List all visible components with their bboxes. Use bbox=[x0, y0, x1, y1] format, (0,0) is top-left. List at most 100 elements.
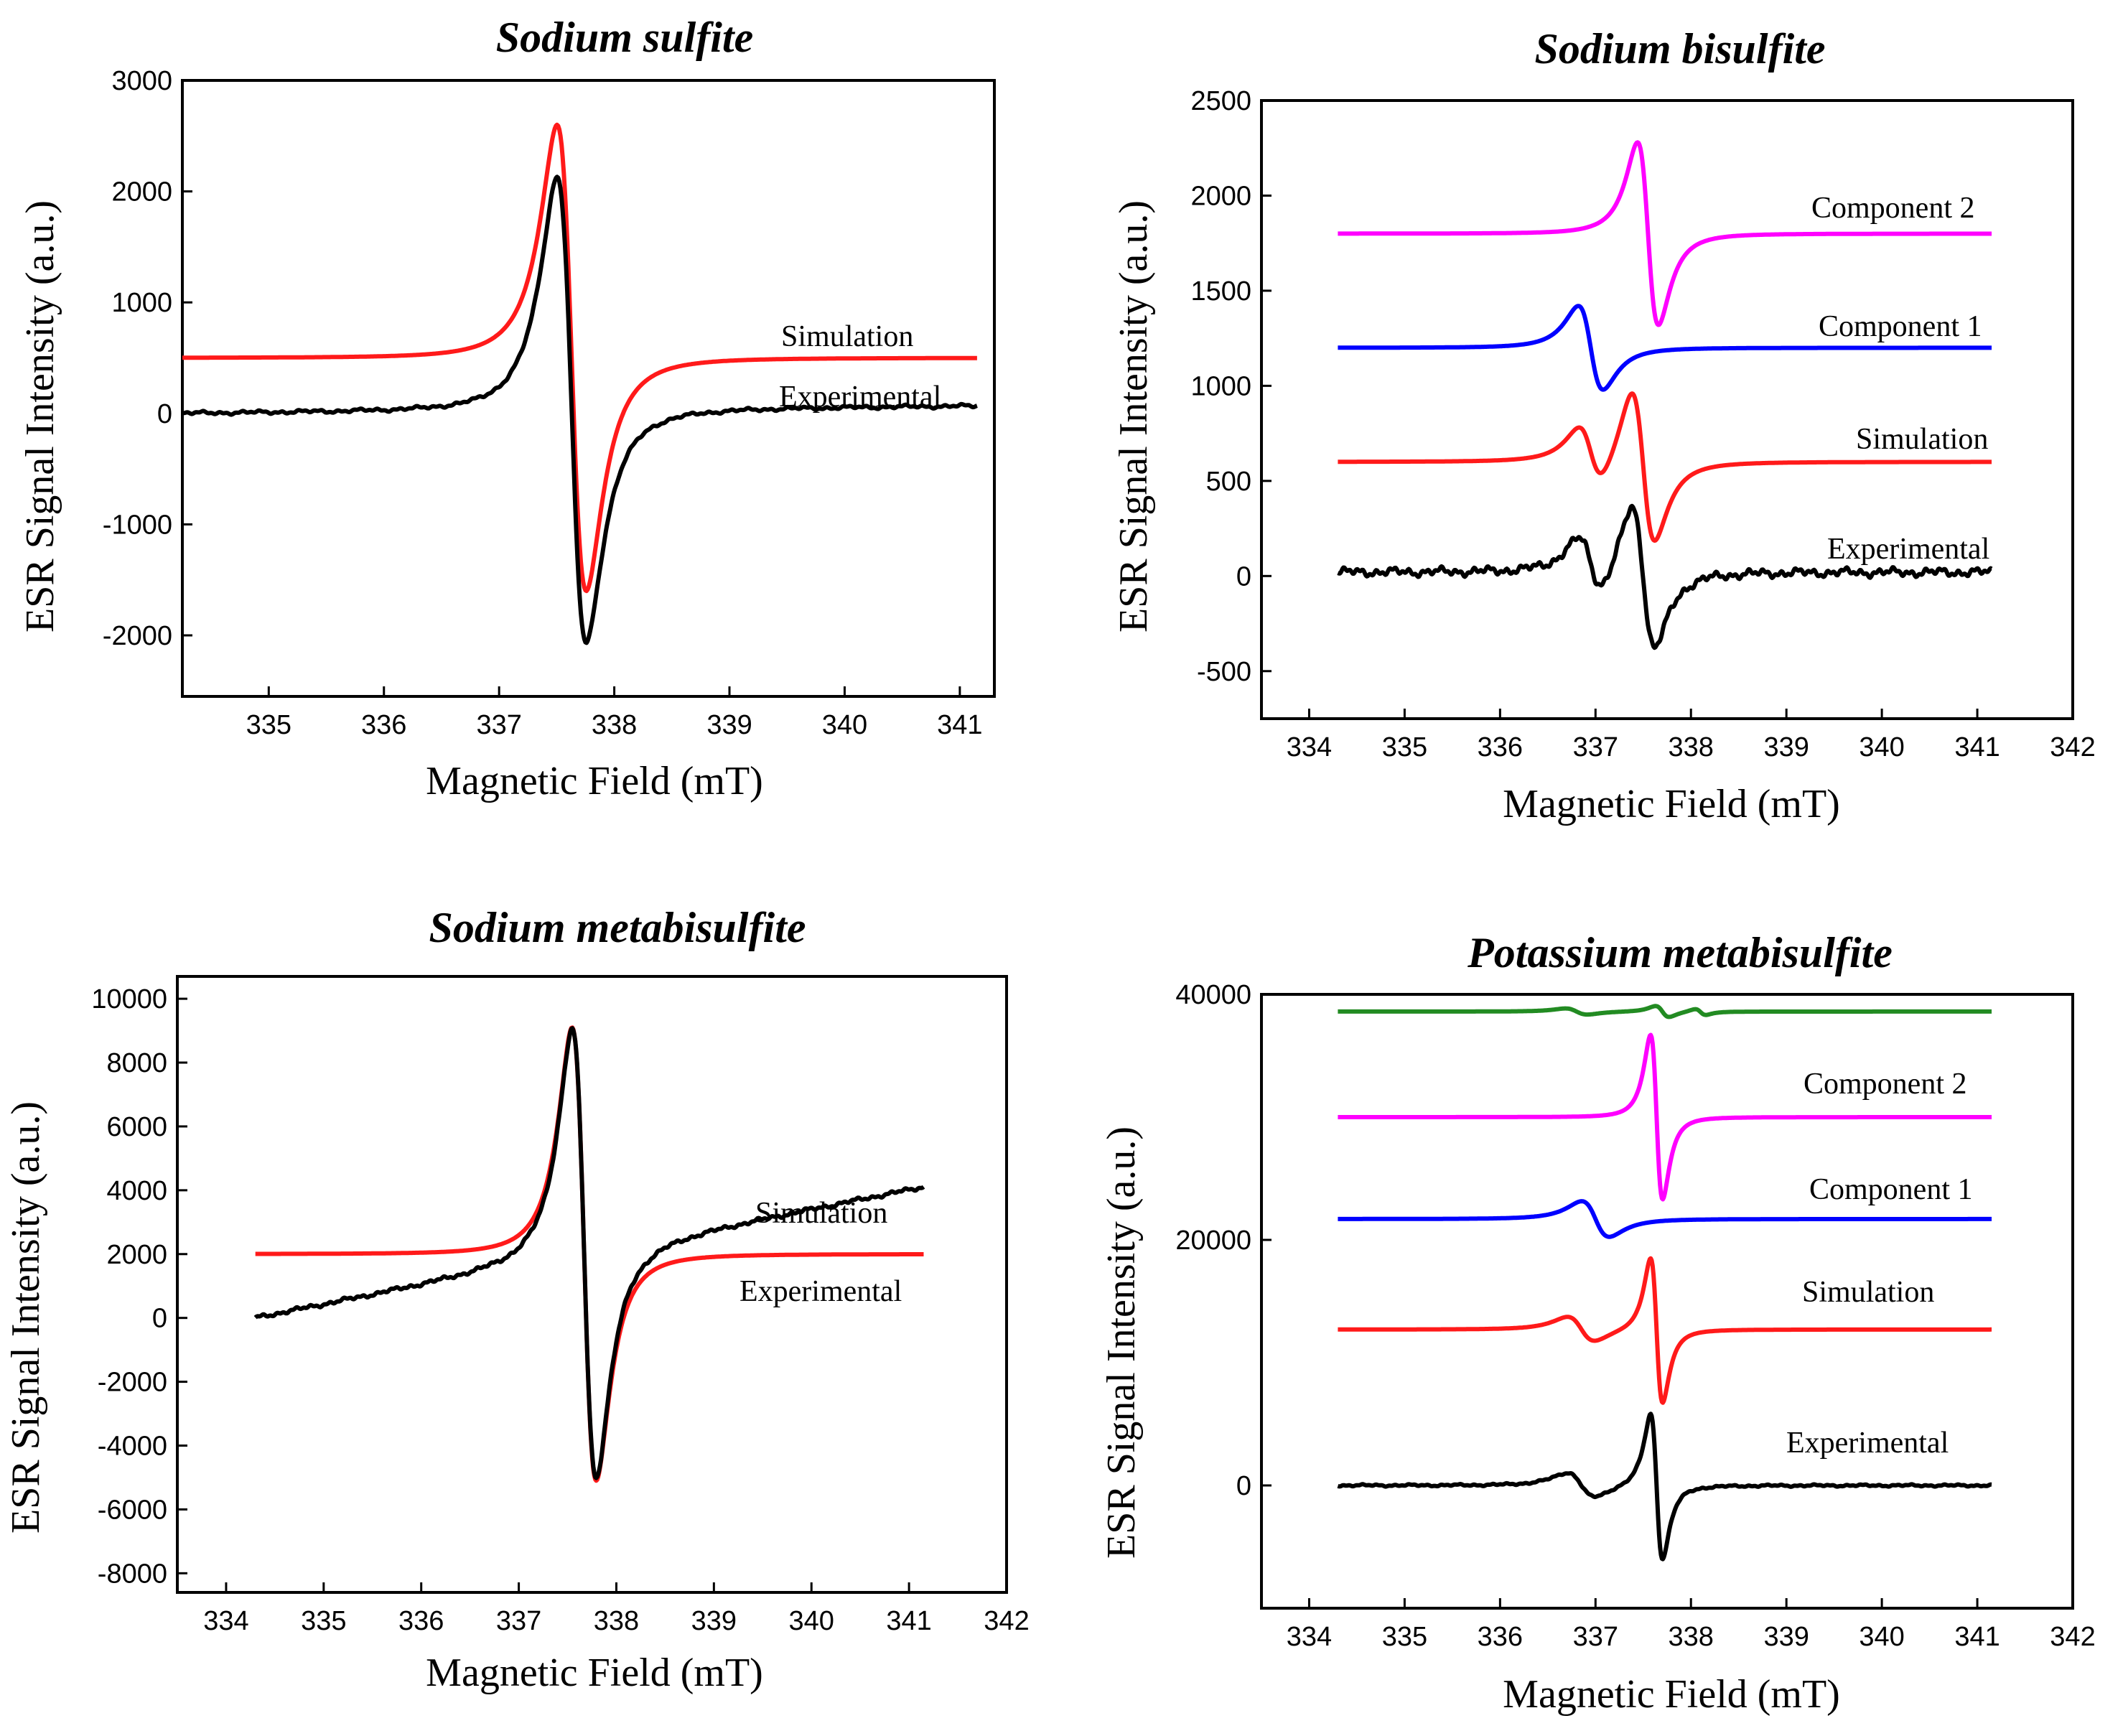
x-axis-label: Magnetic Field (mT) bbox=[426, 1651, 763, 1695]
x-tick-label: 337 bbox=[1573, 732, 1618, 762]
x-tick-label: 340 bbox=[1859, 732, 1904, 762]
y-tick-label: 10000 bbox=[91, 984, 167, 1014]
chart-title: Sodium bisulfite bbox=[1534, 25, 1825, 73]
y-tick-label: -500 bbox=[1197, 657, 1251, 687]
x-axis-label: Magnetic Field (mT) bbox=[426, 759, 763, 803]
x-tick-label: 339 bbox=[1763, 732, 1809, 762]
series-component-2 bbox=[1336, 1032, 1993, 1202]
panel-potassium-metabisulfite: Potassium metabisulfite Magnetic Field (… bbox=[1099, 929, 2096, 1717]
plot-frame bbox=[1260, 993, 2074, 1610]
x-tick-label: 338 bbox=[592, 710, 637, 740]
series-component-1 bbox=[1336, 304, 1993, 392]
annotation-simulation: Simulation bbox=[1856, 423, 1988, 456]
x-tick-label: 341 bbox=[937, 710, 982, 740]
panel-sodium-bisulfite: Sodium bisulfite Magnetic Field (mT) ESR… bbox=[1111, 25, 2096, 826]
annotation-component-1: Component 1 bbox=[1819, 310, 1982, 343]
series-simulation bbox=[1336, 1256, 1993, 1405]
x-tick-label: 336 bbox=[361, 710, 406, 740]
y-tick-label: 2500 bbox=[1190, 86, 1251, 116]
y-tick-label: 40000 bbox=[1175, 980, 1251, 1010]
y-tick-label: 0 bbox=[1236, 561, 1251, 592]
series-residual bbox=[1336, 1004, 1993, 1019]
annotation-experimental: Experimental bbox=[1786, 1427, 1949, 1460]
annotation-experimental: Experimental bbox=[1827, 533, 1989, 566]
series-simulation bbox=[1336, 391, 1993, 543]
chart-title: Sodium sulfite bbox=[496, 14, 753, 61]
y-tick-label: 0 bbox=[157, 399, 172, 429]
y-tick-label: -8000 bbox=[98, 1559, 167, 1589]
x-tick-label: 341 bbox=[1954, 732, 2000, 762]
y-tick-label: 6000 bbox=[106, 1112, 167, 1142]
y-tick-label: 1500 bbox=[1190, 276, 1251, 307]
x-tick-label: 340 bbox=[822, 710, 867, 740]
y-tick-label: 20000 bbox=[1175, 1226, 1251, 1256]
x-tick-label: 339 bbox=[1763, 1622, 1809, 1652]
y-tick-label: 1000 bbox=[111, 288, 172, 318]
series-experimental bbox=[253, 1026, 925, 1480]
y-tick-label: -2000 bbox=[103, 621, 172, 651]
annotation-experimental: Experimental bbox=[779, 381, 941, 414]
y-tick-label: 0 bbox=[152, 1304, 167, 1334]
x-tick-label: 334 bbox=[1287, 1622, 1332, 1652]
plot-frame bbox=[1260, 99, 2074, 720]
y-tick-label: 2000 bbox=[106, 1240, 167, 1270]
x-tick-label: 338 bbox=[1669, 1622, 1714, 1652]
y-axis-label: ESR Signal Intensity (a.u.) bbox=[1111, 200, 1156, 633]
annotation-component-2: Component 2 bbox=[1804, 1068, 1967, 1101]
x-tick-label: 337 bbox=[496, 1606, 541, 1636]
annotation-simulation: Simulation bbox=[755, 1197, 887, 1230]
x-tick-label: 336 bbox=[1478, 1622, 1523, 1652]
y-tick-label: 2000 bbox=[1190, 181, 1251, 211]
annotation-simulation: Simulation bbox=[781, 320, 913, 353]
series-experimental bbox=[1336, 1411, 1993, 1562]
x-tick-label: 336 bbox=[398, 1606, 444, 1636]
y-tick-label: 4000 bbox=[106, 1176, 167, 1206]
series-experimental bbox=[181, 174, 979, 645]
x-axis-label: Magnetic Field (mT) bbox=[1503, 1672, 1840, 1717]
annotation-component-2: Component 2 bbox=[1811, 192, 1975, 225]
x-tick-label: 338 bbox=[594, 1606, 639, 1636]
x-tick-label: 342 bbox=[984, 1606, 1029, 1636]
annotation-component-1: Component 1 bbox=[1809, 1173, 1973, 1206]
x-tick-label: 341 bbox=[886, 1606, 931, 1636]
y-tick-label: -1000 bbox=[103, 510, 172, 540]
y-tick-label: 0 bbox=[1236, 1471, 1251, 1501]
annotation-experimental: Experimental bbox=[739, 1275, 902, 1308]
y-tick-label: 1000 bbox=[1190, 371, 1251, 401]
x-tick-label: 335 bbox=[1382, 732, 1427, 762]
y-tick-label: 3000 bbox=[111, 66, 172, 96]
y-axis-label: ESR Signal Intensity (a.u.) bbox=[18, 200, 62, 633]
x-tick-label: 337 bbox=[1573, 1622, 1618, 1652]
y-tick-label: 2000 bbox=[111, 177, 172, 207]
x-tick-label: 342 bbox=[2050, 1622, 2095, 1652]
panel-sodium-sulfite: Sodium sulfite Magnetic Field (mT) ESR S… bbox=[18, 14, 996, 803]
x-tick-label: 339 bbox=[691, 1606, 737, 1636]
chart-title: Potassium metabisulfite bbox=[1467, 929, 1893, 976]
x-tick-label: 336 bbox=[1478, 732, 1523, 762]
series-component-1 bbox=[1336, 1199, 1993, 1239]
series-simulation bbox=[181, 122, 979, 594]
plot-frame bbox=[176, 975, 1008, 1594]
x-tick-label: 340 bbox=[789, 1606, 834, 1636]
x-tick-label: 340 bbox=[1859, 1622, 1904, 1652]
annotation-simulation: Simulation bbox=[1802, 1276, 1934, 1309]
x-tick-label: 342 bbox=[2050, 732, 2095, 762]
y-tick-label: 8000 bbox=[106, 1048, 167, 1078]
x-tick-label: 335 bbox=[1382, 1622, 1427, 1652]
x-axis-label: Magnetic Field (mT) bbox=[1503, 782, 1840, 826]
x-tick-label: 334 bbox=[203, 1606, 248, 1636]
x-tick-label: 337 bbox=[476, 710, 521, 740]
y-axis-label: ESR Signal Intensity (a.u.) bbox=[4, 1101, 48, 1534]
panel-sodium-metabisulfite: Sodium metabisulfite Magnetic Field (mT)… bbox=[4, 904, 1030, 1695]
y-tick-label: -4000 bbox=[98, 1432, 167, 1462]
x-tick-label: 338 bbox=[1669, 732, 1714, 762]
y-axis-label: ESR Signal Intensity (a.u.) bbox=[1099, 1126, 1144, 1559]
x-tick-label: 339 bbox=[706, 710, 752, 740]
series-experimental bbox=[1336, 503, 1993, 650]
series-component-2 bbox=[1336, 140, 1993, 327]
y-tick-label: -6000 bbox=[98, 1495, 167, 1525]
x-tick-label: 335 bbox=[301, 1606, 346, 1636]
x-tick-label: 335 bbox=[246, 710, 291, 740]
y-tick-label: 500 bbox=[1206, 467, 1251, 497]
